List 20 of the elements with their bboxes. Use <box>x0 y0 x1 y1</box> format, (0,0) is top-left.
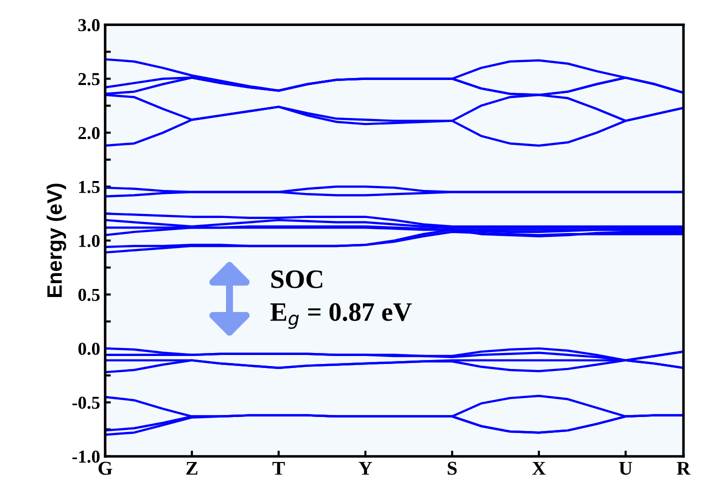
y-tick-label: -1.0 <box>72 450 100 463</box>
x-tick-label: Z <box>186 462 198 475</box>
x-tick-label: T <box>272 462 285 475</box>
y-tick-label: 1.0 <box>79 234 100 248</box>
x-tick-label: X <box>532 462 546 475</box>
y-tick-label: 2.0 <box>78 126 100 140</box>
x-tick-label: G <box>98 462 112 475</box>
y-tick-label: 1.5 <box>79 180 100 194</box>
y-tick-label: 0.5 <box>78 288 100 302</box>
y-tick-label: -0.5 <box>72 396 100 409</box>
x-tick-label: Y <box>358 462 372 475</box>
annotation: SOC <box>271 270 322 288</box>
y-tick-label: 3.0 <box>78 19 100 32</box>
x-tick-label: S <box>448 462 457 475</box>
annotation: E$_{g}$ = 0.87 eV <box>270 303 412 329</box>
y-tick-label: 2.5 <box>78 73 100 86</box>
x-tick-label: U <box>619 462 632 475</box>
x-tick-label: R <box>676 462 691 475</box>
y-axis-title: Energy (eV) <box>46 184 66 298</box>
y-tick-label: 0.0 <box>78 342 100 355</box>
